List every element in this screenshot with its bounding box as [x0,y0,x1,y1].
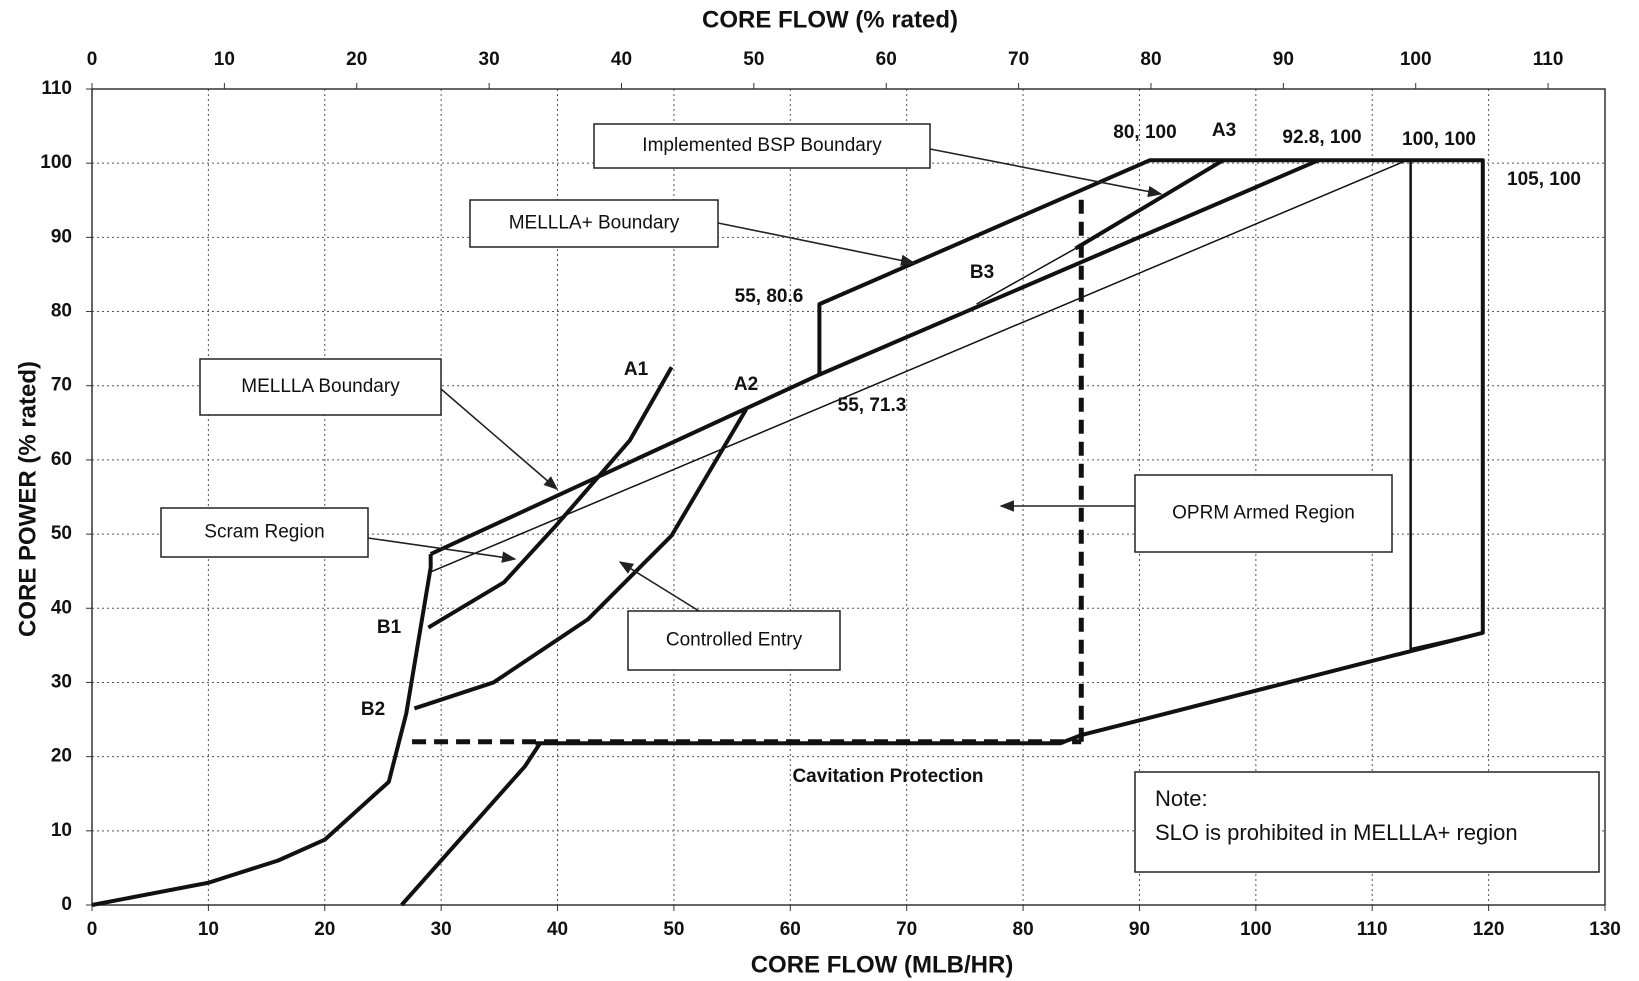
y-tick-label: 0 [61,894,72,915]
arrow [929,148,1163,198]
x2-tick-label: 50 [743,49,764,70]
callouts: Implemented BSP Boundary MELLLA+ Boundary… [160,123,1393,671]
y-tick-label: 90 [51,226,72,247]
y-tick-label: 110 [41,78,72,99]
callout-box [469,199,719,248]
arrow [440,388,559,490]
annotation: Cavitation Protection [792,766,983,787]
boundary-line [430,159,1408,573]
callout-text: Controlled Entry [666,630,803,651]
arrow [618,561,700,612]
x-axis-title: CORE FLOW (MLB/HR) [751,951,1014,978]
annotation: B3 [970,262,994,283]
x2-tick-label: 70 [1008,49,1029,70]
x-tick-label: 10 [198,919,219,940]
x2-tick-label: 0 [87,49,98,70]
annotation: 80, 100 [1113,122,1176,143]
note-text: SLO is prohibited in MELLLA+ region [1155,820,1518,845]
boundary-line [818,158,1320,377]
x-tick-label: 20 [314,919,335,940]
x-tick-label: 110 [1357,919,1388,940]
boundary-line [1074,158,1225,251]
x-tick-label: 30 [431,919,452,940]
callout-text: OPRM Armed Region [1172,503,1355,524]
x2-tick-label: 40 [611,49,632,70]
x-tick-label: 80 [1013,919,1034,940]
x2-tick-label: 100 [1400,49,1432,70]
y-tick-label: 20 [51,746,72,767]
callout-box [1134,474,1393,553]
x-tick-label: 100 [1240,919,1272,940]
lines [91,158,1485,907]
x-tick-label: 130 [1589,919,1621,940]
callout-box [199,358,442,416]
y-tick-label: 80 [51,301,72,322]
callout-box [160,507,369,558]
annotation: B2 [361,699,385,720]
note-box [1134,771,1600,873]
annotation: 92.8, 100 [1282,127,1361,148]
x-tick-label: 60 [780,919,801,940]
x-tick-label: 120 [1473,919,1505,940]
y-tick-label: 50 [51,523,72,544]
callout-text: MELLLA+ Boundary [509,213,680,234]
y-tick-label: 40 [51,597,72,618]
annotation: A1 [624,359,649,380]
boundary-line [976,247,1076,305]
x2-tick-label: 110 [1533,49,1564,70]
arrow [717,222,916,267]
boundary-line [91,554,433,907]
callout-box [593,123,931,169]
callout-text: Implemented BSP Boundary [642,135,882,156]
boundary-line [429,158,1485,746]
plot-frame [91,88,1606,906]
y-tick-label: 30 [51,671,72,692]
x-tick-label: 90 [1129,919,1150,940]
callout-box [627,610,841,671]
boundary-line [1409,160,1484,651]
annotation: A2 [734,374,758,395]
arrow [367,537,517,563]
x2-tick-label: 10 [214,49,235,70]
x2-tick-label: 20 [346,49,367,70]
x2-tick-label: 30 [479,49,500,70]
y-tick-label: 60 [51,449,72,470]
callout-text: Scram Region [204,522,324,543]
boundary-line [413,408,748,711]
callout-text: MELLLA Boundary [241,376,400,397]
boundary-line [400,742,542,907]
annotation: 100, 100 [1402,129,1476,150]
boundary-line [427,366,674,630]
y-tick-label: 70 [51,375,72,396]
annotation: A3 [1212,120,1236,141]
annotation: 55, 71.3 [838,395,907,416]
note-text: Note: [1155,786,1208,811]
x2-tick-label: 90 [1273,49,1294,70]
annotation: 55, 80.6 [735,286,804,307]
x2-tick-label: 60 [876,49,897,70]
x-tick-label: 40 [547,919,568,940]
x-tick-label: 0 [87,919,98,940]
x-tick-label: 70 [896,919,917,940]
x-tick-label: 50 [663,919,684,940]
annotation: B1 [377,617,402,638]
annotation: 105, 100 [1507,169,1581,190]
x2-axis-title: CORE FLOW (% rated) [702,6,958,33]
y-axis-title: CORE POWER (% rated) [14,361,41,637]
x2-tick-label: 80 [1140,49,1161,70]
y-tick-label: 10 [51,820,72,841]
callout-arrows [367,148,1163,612]
y-tick-label: 100 [40,152,72,173]
